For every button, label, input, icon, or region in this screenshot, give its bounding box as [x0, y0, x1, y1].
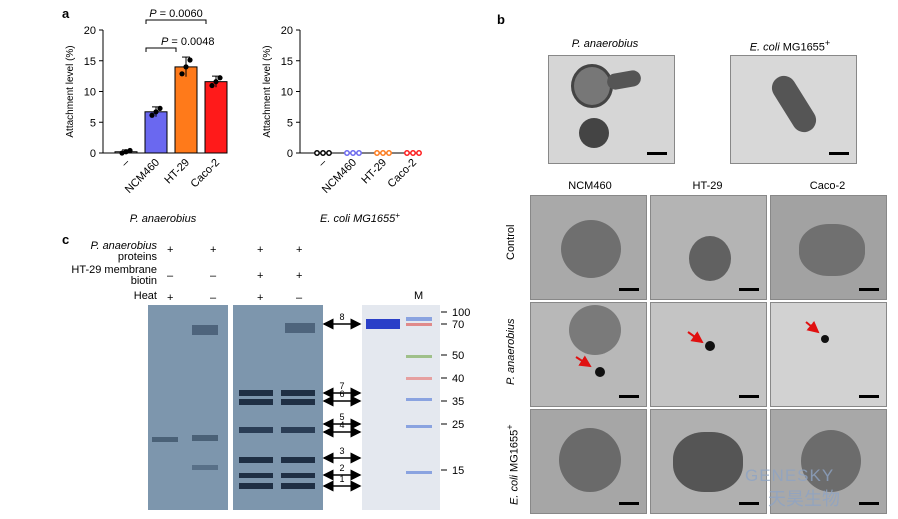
- data-point: [314, 150, 320, 156]
- y-tick-label: 0: [287, 148, 293, 160]
- row-label-biotin: HT-29 membrane biotin: [71, 264, 157, 287]
- western-blot-left: [148, 305, 228, 510]
- em-image-e-coli: [730, 55, 857, 164]
- data-point: [386, 150, 392, 156]
- em-control-caco2: [770, 195, 887, 300]
- y-tick-label: 15: [281, 56, 293, 68]
- panel-label-a: a: [62, 6, 70, 21]
- condition-sign: –: [296, 292, 303, 304]
- band-number: 6: [339, 389, 344, 399]
- em-pa-caco2: [770, 302, 887, 407]
- marker-label: M: [414, 290, 424, 302]
- watermark-brand: GENESKY: [745, 466, 835, 485]
- data-point: [416, 150, 422, 156]
- data-point: [179, 71, 185, 77]
- marker-size-label: 35: [452, 396, 464, 408]
- data-point: [119, 150, 125, 156]
- data-point: [356, 150, 362, 156]
- y-axis-label: Attachment level (%): [262, 45, 273, 137]
- data-point: [187, 57, 193, 63]
- condition-sign: –: [210, 292, 217, 304]
- y-tick-label: 0: [90, 148, 96, 160]
- western-blot-right: [233, 305, 323, 510]
- band-number: 7: [339, 381, 344, 391]
- condition-sign: +: [257, 270, 264, 282]
- data-point: [153, 109, 159, 115]
- data-point: [344, 150, 350, 156]
- y-tick-label: 5: [287, 117, 293, 129]
- band-number: 1: [339, 474, 344, 484]
- em-col-label-3: Caco-2: [809, 180, 846, 192]
- condition-sign: +: [296, 244, 303, 256]
- data-point: [326, 150, 332, 156]
- x-axis-label: P. anaerobius: [130, 213, 197, 225]
- em-control-ht29: [650, 195, 767, 300]
- watermark-cn: 天昊生物: [768, 489, 840, 509]
- data-point: [149, 112, 155, 118]
- condition-sign: +: [167, 292, 174, 304]
- condition-sign: +: [257, 244, 264, 256]
- em-top-label-1: P. anaerobius: [571, 38, 639, 50]
- coomassie-gel: [362, 305, 440, 510]
- condition-sign: –: [210, 270, 217, 282]
- em-pa-ncm460: [530, 302, 647, 407]
- p-value-label: P = 0.0048: [161, 36, 215, 48]
- data-point: [217, 75, 223, 81]
- y-axis-label: Attachment level (%): [65, 45, 76, 137]
- band-number: 5: [339, 412, 344, 422]
- condition-sign: +: [296, 270, 303, 282]
- panel-label-b: b: [497, 12, 505, 27]
- em-pa-ht29: [650, 302, 767, 407]
- condition-sign: –: [167, 270, 174, 282]
- marker-size-label: 15: [452, 465, 464, 477]
- data-point: [127, 147, 133, 154]
- y-tick-label: 5: [90, 117, 96, 129]
- data-point: [380, 150, 386, 156]
- panel-label-c: c: [62, 232, 70, 247]
- marker-size-label: 70: [452, 319, 464, 331]
- data-point: [350, 150, 356, 156]
- band-number: 3: [339, 446, 344, 456]
- data-point: [404, 150, 410, 156]
- row-label-heat: Heat: [133, 290, 157, 302]
- marker-size-label: 40: [452, 373, 464, 385]
- em-ec-ncm460: [530, 409, 647, 514]
- marker-size-label: 25: [452, 419, 464, 431]
- data-point: [183, 64, 189, 70]
- significance-bracket: [145, 19, 207, 24]
- y-tick-label: 15: [84, 56, 96, 68]
- data-point: [374, 150, 380, 156]
- band-number: 2: [339, 463, 344, 473]
- condition-sign: +: [257, 292, 264, 304]
- y-tick-label: 20: [84, 25, 96, 37]
- marker-size-label: 100: [452, 307, 470, 319]
- data-point: [209, 82, 215, 89]
- y-tick-label: 10: [84, 87, 96, 99]
- data-point: [157, 105, 163, 111]
- data-point: [320, 150, 326, 156]
- em-ec-caco2: [770, 409, 887, 514]
- data-point: [213, 79, 219, 85]
- p-value-label: P = 0.0060: [149, 8, 203, 20]
- condition-sign: +: [210, 244, 217, 256]
- band-number: 8: [339, 312, 344, 322]
- y-tick-label: 10: [281, 87, 293, 99]
- em-col-label-2: HT-29: [692, 180, 723, 192]
- y-tick-label: 20: [281, 25, 293, 37]
- em-ec-ht29: [650, 409, 767, 514]
- em-control-ncm460: [530, 195, 647, 300]
- row-label-proteins: P. anaerobius proteins: [90, 240, 157, 263]
- em-image-p-anaerobius: [548, 55, 675, 164]
- x-axis-label: E. coli MG1655+: [320, 211, 400, 225]
- em-col-label-1: NCM460: [568, 180, 612, 192]
- data-point: [410, 150, 416, 156]
- band-number: 4: [339, 420, 344, 430]
- marker-size-label: 50: [452, 350, 464, 362]
- em-top-label-2: E. coli MG1655+: [749, 38, 831, 54]
- data-point: [123, 149, 129, 155]
- significance-bracket: [145, 47, 177, 52]
- condition-sign: +: [167, 244, 174, 256]
